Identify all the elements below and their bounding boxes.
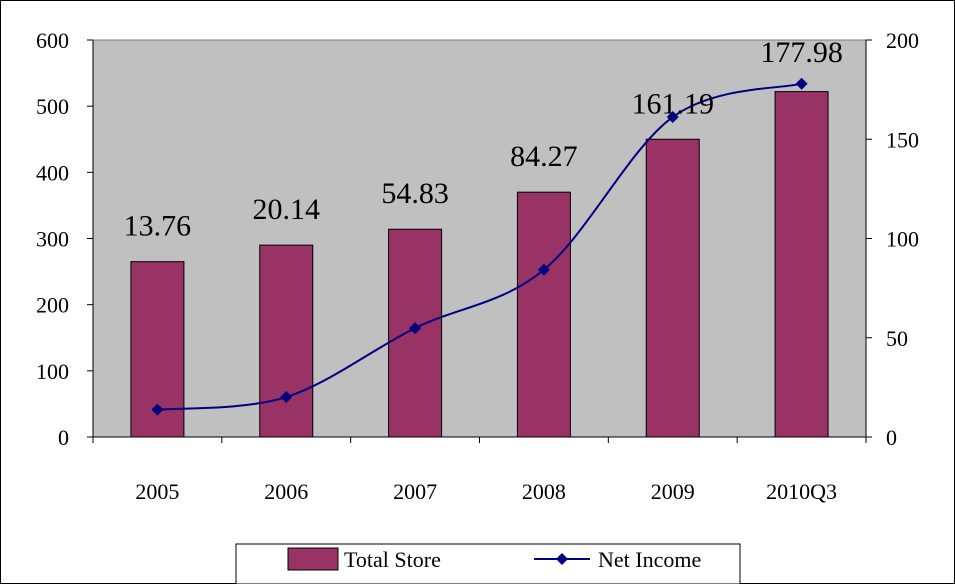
net-income-point-2005 xyxy=(151,403,164,416)
right-tick-label-0: 0 xyxy=(886,425,897,450)
net-income-line xyxy=(157,82,802,411)
left-tick-label-500: 500 xyxy=(36,94,69,119)
data-label-2008: 84.27 xyxy=(510,140,578,173)
data-labels: 13.76 20.14 54.83 84.27 161.19 177.98 xyxy=(124,36,843,243)
left-tick-label-100: 100 xyxy=(36,359,69,384)
net-income-point-2006 xyxy=(280,391,293,404)
bar-2006 xyxy=(259,244,314,438)
legend-label-total-store: Total Store xyxy=(344,547,441,572)
bar-series-total-store xyxy=(130,91,829,438)
left-tick-label-200: 200 xyxy=(36,293,69,318)
plot-area xyxy=(92,39,867,438)
data-label-2009: 161.19 xyxy=(632,87,715,120)
data-label-2010Q3: 177.98 xyxy=(760,36,843,69)
right-tick-label-100: 100 xyxy=(886,227,919,252)
line-series-net-income xyxy=(151,77,808,416)
left-tick-label-0: 0 xyxy=(58,425,69,450)
right-tick-label-150: 150 xyxy=(886,127,919,152)
left-y-axis: 0 100 200 300 400 500 600 xyxy=(36,28,94,450)
left-tick-label-600: 600 xyxy=(36,28,69,53)
left-tick-label-300: 300 xyxy=(36,227,69,252)
legend: Total Store Net Income xyxy=(235,543,741,584)
net-income-point-2007 xyxy=(409,322,422,335)
x-tick-label-2006: 2006 xyxy=(264,479,308,504)
x-tick-label-2005: 2005 xyxy=(135,479,179,504)
x-tick-label-2010Q3: 2010Q3 xyxy=(766,479,837,504)
left-tick-label-400: 400 xyxy=(36,160,69,185)
right-tick-label-50: 50 xyxy=(886,326,908,351)
legend-marker-net-income xyxy=(556,553,568,565)
x-tick-label-2009: 2009 xyxy=(651,479,695,504)
x-tick-label-2007: 2007 xyxy=(393,479,437,504)
net-income-point-2008 xyxy=(537,263,550,276)
legend-swatch-total-store xyxy=(287,547,339,571)
bar-2008 xyxy=(516,191,571,438)
legend-label-net-income: Net Income xyxy=(598,547,701,572)
data-label-2006: 20.14 xyxy=(253,193,321,226)
net-income-point-2009 xyxy=(666,111,679,124)
right-y-axis: 0 50 100 150 200 xyxy=(865,28,919,450)
right-tick-label-200: 200 xyxy=(886,28,919,53)
x-tick-label-2008: 2008 xyxy=(522,479,566,504)
net-income-point-2010Q3 xyxy=(795,77,808,90)
data-label-2005: 13.76 xyxy=(124,210,192,243)
data-label-2007: 54.83 xyxy=(381,177,449,210)
bar-2009 xyxy=(645,138,700,438)
bar-2010Q3 xyxy=(774,91,829,438)
x-axis: 2005 2006 2007 2008 2009 2010Q3 xyxy=(92,436,867,504)
